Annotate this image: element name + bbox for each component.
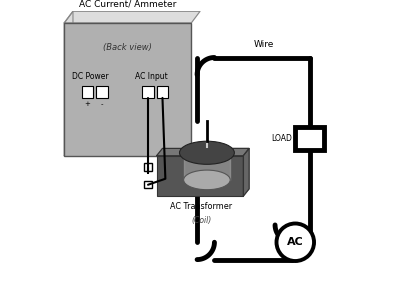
FancyBboxPatch shape [157, 86, 168, 98]
FancyBboxPatch shape [295, 127, 324, 150]
Circle shape [276, 224, 314, 261]
FancyBboxPatch shape [64, 23, 191, 156]
Polygon shape [64, 11, 200, 23]
FancyBboxPatch shape [96, 86, 108, 98]
Polygon shape [64, 11, 73, 156]
Text: (Back view): (Back view) [103, 43, 152, 52]
FancyBboxPatch shape [144, 164, 152, 171]
Text: DC Power: DC Power [72, 72, 109, 81]
FancyBboxPatch shape [82, 86, 93, 98]
FancyBboxPatch shape [157, 156, 243, 196]
Text: LOAD: LOAD [272, 134, 292, 143]
Polygon shape [157, 148, 249, 156]
Ellipse shape [184, 170, 230, 190]
FancyBboxPatch shape [144, 181, 152, 188]
Text: +: + [84, 101, 90, 107]
Text: AC: AC [287, 237, 304, 247]
Text: -: - [100, 101, 103, 107]
FancyBboxPatch shape [142, 86, 154, 98]
Text: (Coil): (Coil) [191, 216, 211, 225]
Polygon shape [243, 148, 249, 196]
Text: AC Current/ Ammeter: AC Current/ Ammeter [79, 0, 176, 8]
Text: AC Input: AC Input [134, 72, 167, 81]
Ellipse shape [180, 141, 234, 164]
Text: Wire: Wire [253, 40, 274, 49]
Polygon shape [184, 153, 230, 180]
Text: AC Transformer: AC Transformer [170, 202, 232, 211]
